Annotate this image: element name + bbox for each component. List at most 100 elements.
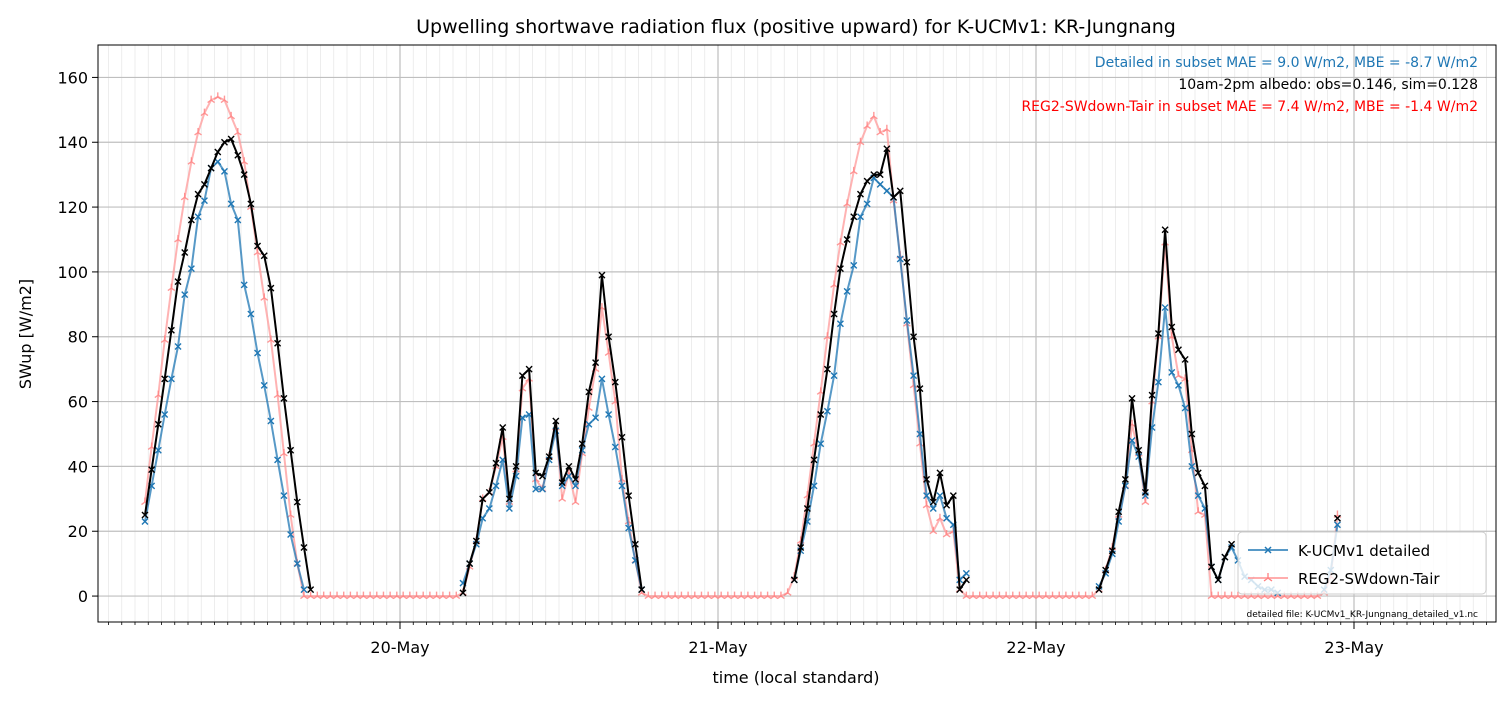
data-point	[247, 200, 255, 208]
y-axis-label: SWup [W/m2]	[16, 279, 35, 389]
data-point	[571, 497, 580, 506]
data-point	[274, 339, 282, 347]
series-line	[144, 138, 312, 590]
data-point	[605, 333, 613, 341]
data-point	[280, 394, 288, 402]
data-point	[1148, 391, 1156, 399]
data-point	[929, 526, 938, 535]
data-point	[499, 424, 507, 432]
legend-label-reg2: REG2-SWdown-Tair	[1298, 570, 1440, 588]
data-point	[1208, 563, 1216, 571]
data-point	[836, 265, 844, 273]
data-point	[307, 586, 315, 594]
data-point	[929, 505, 937, 513]
data-point	[260, 252, 268, 260]
data-point	[936, 492, 944, 500]
data-point	[240, 281, 248, 289]
data-point	[1161, 226, 1169, 234]
data-point	[200, 180, 208, 188]
data-point	[592, 359, 600, 367]
data-point	[552, 417, 560, 425]
series-2	[141, 135, 1341, 597]
legend-box	[1237, 531, 1487, 595]
data-point	[1214, 576, 1222, 584]
data-point	[141, 511, 149, 519]
data-point	[890, 193, 898, 201]
data-point	[625, 492, 633, 500]
data-point	[525, 365, 533, 373]
data-point	[922, 500, 931, 509]
data-point	[280, 492, 288, 500]
data-point	[253, 247, 262, 256]
legend: K-UCMv1 detailed REG2-SWdown-Tair	[1237, 531, 1487, 595]
data-point	[167, 283, 176, 292]
data-point	[625, 524, 633, 532]
data-point	[558, 494, 567, 502]
annotation-reg2-stats: REG2-SWdown-Tair in subset MAE = 7.4 W/m…	[1021, 99, 1478, 115]
data-point	[856, 137, 865, 146]
data-point	[260, 381, 268, 389]
data-point	[207, 95, 216, 104]
data-point	[466, 560, 474, 568]
data-point	[280, 448, 288, 457]
data-point	[598, 375, 606, 383]
data-point	[863, 177, 871, 185]
data-point	[1135, 446, 1143, 454]
series-layer	[141, 92, 1342, 600]
data-point	[492, 459, 500, 467]
data-point	[611, 378, 619, 386]
data-point	[870, 171, 878, 179]
data-point	[293, 498, 301, 506]
data-point	[538, 472, 546, 480]
data-point	[1168, 323, 1176, 331]
data-point	[1115, 508, 1123, 516]
legend-marker-detailed	[1264, 546, 1272, 554]
data-point	[260, 293, 269, 301]
data-point	[287, 446, 295, 454]
y-tick-label: 120	[57, 198, 88, 217]
data-point	[592, 414, 600, 422]
data-point	[141, 518, 149, 526]
data-point	[1154, 330, 1162, 337]
data-point	[618, 433, 626, 441]
data-point	[962, 569, 970, 577]
data-point	[1154, 378, 1162, 386]
data-point	[882, 124, 891, 133]
annotation-detailed-stats: Detailed in subset MAE = 9.0 W/m2, MBE =…	[1095, 55, 1478, 71]
data-point	[1194, 469, 1202, 477]
data-point	[154, 420, 162, 428]
data-point	[949, 492, 957, 500]
data-point	[823, 407, 831, 415]
x-tick-label: 22-May	[1006, 638, 1065, 657]
data-point	[227, 111, 236, 120]
data-point	[943, 514, 951, 522]
data-point	[1181, 404, 1189, 412]
y-tick-label: 40	[68, 457, 88, 476]
data-point	[300, 586, 308, 594]
plot-frame	[97, 44, 1497, 623]
data-point	[843, 287, 851, 295]
data-point	[174, 234, 182, 243]
data-point	[1174, 346, 1182, 354]
y-tick-label: 60	[68, 393, 88, 412]
data-point	[227, 200, 235, 208]
y-tick-label: 100	[57, 263, 88, 282]
data-point	[181, 248, 189, 256]
data-point	[572, 482, 580, 490]
data-point	[611, 443, 619, 451]
data-point	[161, 411, 169, 419]
data-point	[273, 390, 282, 399]
data-point	[200, 197, 208, 205]
data-point	[585, 388, 593, 396]
footnote: detailed file: K-UCMv1_KR-Jungnang_detai…	[1247, 610, 1479, 620]
data-point	[883, 187, 891, 195]
data-point	[936, 513, 944, 522]
data-point	[214, 158, 222, 166]
data-point	[916, 385, 924, 393]
legend-label-detailed: K-UCMv1 detailed	[1298, 542, 1430, 560]
data-point	[777, 591, 785, 600]
data-point	[850, 261, 858, 269]
data-point	[220, 95, 229, 104]
data-point	[154, 446, 162, 454]
data-point	[532, 485, 540, 493]
